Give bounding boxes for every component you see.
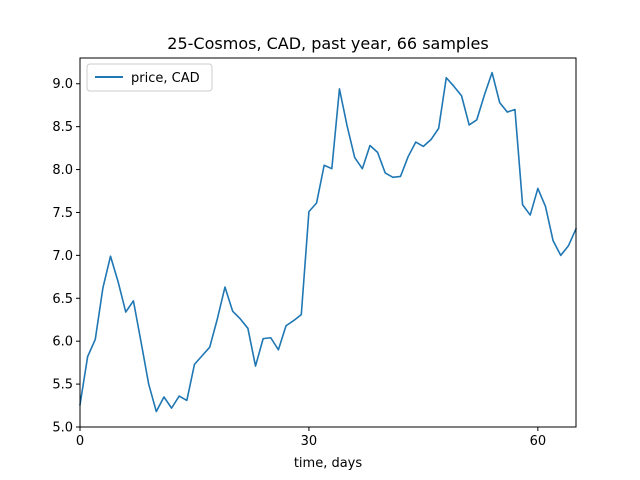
y-tick-label: 9.0 — [52, 77, 73, 92]
y-tick-label: 7.0 — [52, 249, 73, 264]
x-axis-label: time, days — [294, 456, 363, 471]
y-tick-label: 6.5 — [52, 292, 73, 307]
y-tick-label: 8.5 — [52, 120, 73, 135]
chart-title: 25-Cosmos, CAD, past year, 66 samples — [167, 34, 488, 53]
y-tick-label: 5.0 — [52, 421, 73, 436]
legend: price, CAD — [86, 63, 213, 92]
legend-box — [86, 63, 213, 92]
x-tick-label: 60 — [530, 434, 547, 449]
x-tick-label: 0 — [76, 434, 84, 449]
y-tick-label: 8.0 — [52, 163, 73, 178]
plot-area — [79, 71, 578, 413]
legend-label: price, CAD — [131, 71, 200, 86]
x-tick-label: 30 — [301, 434, 318, 449]
y-tick-label: 5.5 — [52, 378, 73, 393]
y-tick-label: 6.0 — [52, 335, 73, 350]
series-line-0 — [79, 71, 578, 413]
y-tick-label: 7.5 — [52, 206, 73, 221]
x-axis: 0 30 60 — [76, 427, 546, 449]
plot-frame — [79, 57, 577, 428]
y-axis: 5.0 5.5 6.0 6.5 7.0 7.5 8.0 8.5 9.0 — [52, 77, 80, 436]
